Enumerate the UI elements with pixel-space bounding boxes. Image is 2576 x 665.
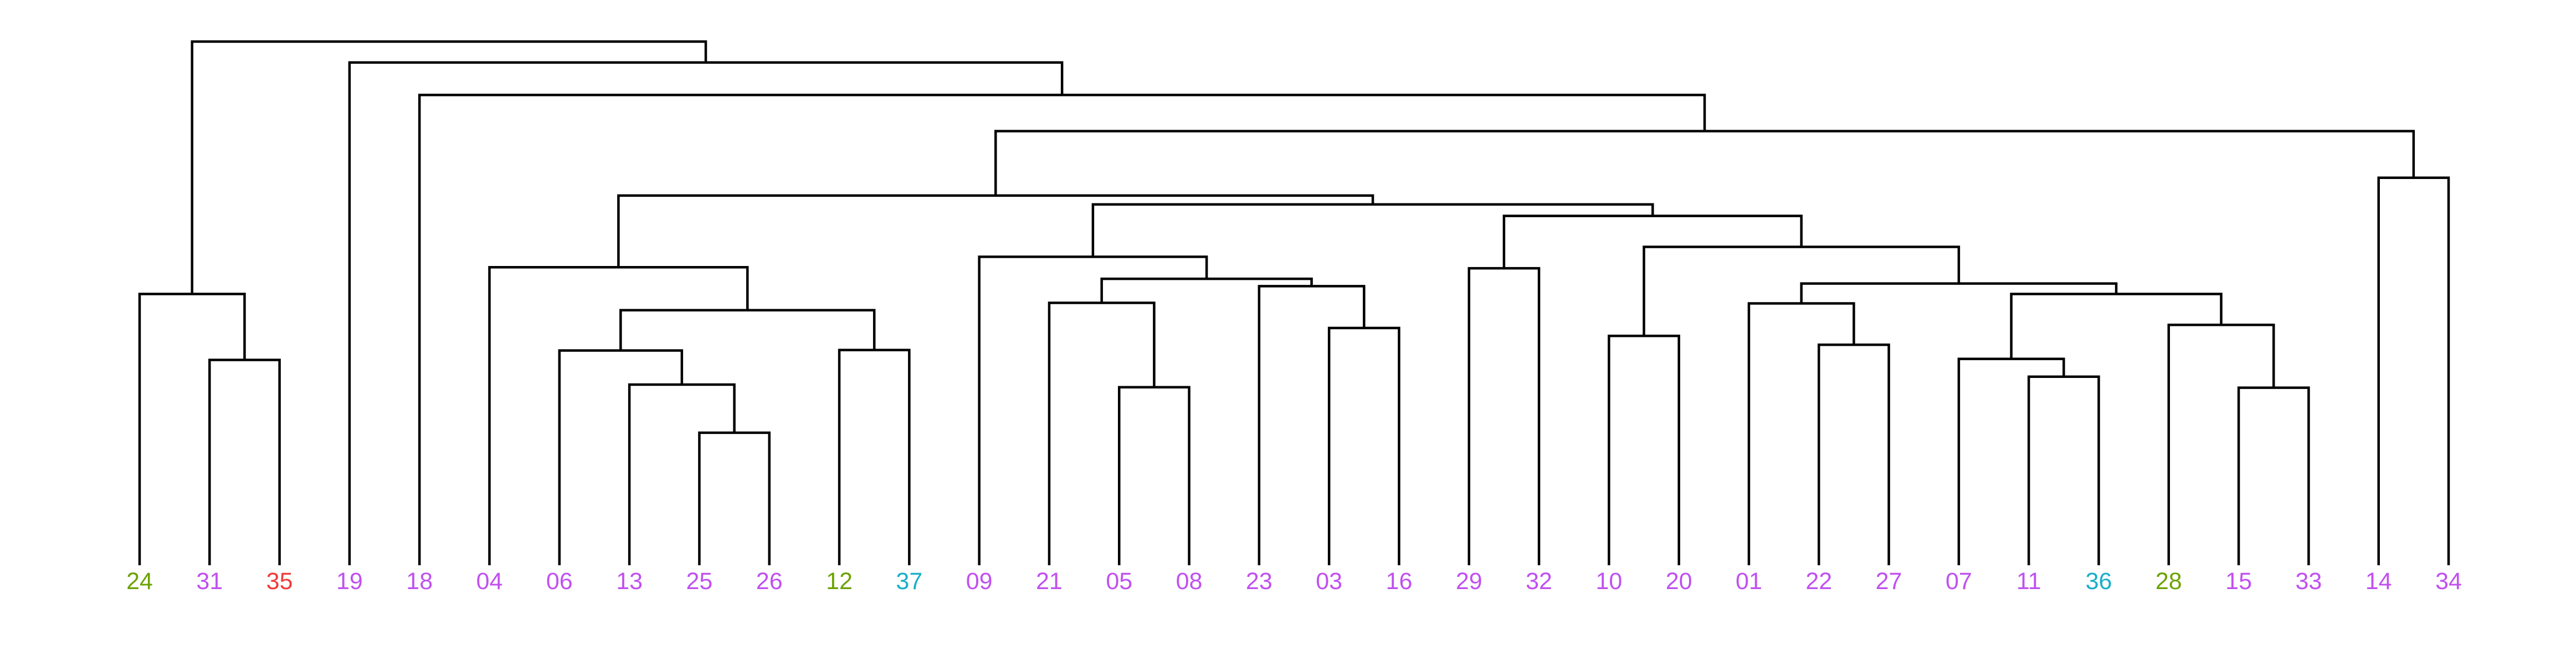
leaf-label-10: 10	[1595, 568, 1622, 595]
leaf-label-31: 31	[196, 568, 223, 595]
leaf-label-14: 14	[2365, 568, 2392, 595]
leaf-label-29: 29	[1456, 568, 1482, 595]
leaf-label-26: 26	[756, 568, 783, 595]
leaf-label-36: 36	[2086, 568, 2112, 595]
leaf-label-12: 12	[826, 568, 853, 595]
leaf-label-11: 11	[2016, 568, 2041, 595]
leaf-label-20: 20	[1666, 568, 1692, 595]
leaf-label-35: 35	[266, 568, 293, 595]
leaf-label-13: 13	[616, 568, 643, 595]
leaf-labels: 24 31 35 19 18 04 06 13 25 26 12 37 09 21 05 08 23 03 16 29…	[126, 568, 2462, 595]
leaf-label-25: 25	[686, 568, 713, 595]
leaf-label-03: 03	[1316, 568, 1342, 595]
leaf-label-28: 28	[2156, 568, 2182, 595]
leaf-label-07: 07	[1946, 568, 1972, 595]
leaf-label-33: 33	[2295, 568, 2322, 595]
branch-m06	[488, 266, 749, 565]
branch-m20	[2167, 323, 2275, 565]
branch-m33	[191, 40, 707, 294]
branch-m27	[2377, 176, 2450, 565]
branch-m29	[418, 94, 1706, 565]
branch-m30	[348, 61, 1064, 565]
branch-m14	[1608, 334, 1680, 565]
branch-m31	[208, 359, 281, 565]
branch-m05	[619, 309, 876, 351]
leaf-label-16: 16	[1386, 568, 1413, 595]
branch-m04	[838, 349, 911, 565]
leaf-label-09: 09	[966, 568, 993, 595]
leaf-label-37: 37	[896, 568, 922, 595]
branch-m17	[2027, 375, 2100, 565]
leaf-label-01: 01	[1736, 568, 1762, 595]
leaf-label-23: 23	[1246, 568, 1272, 595]
leaf-label-06: 06	[546, 568, 573, 595]
branch-m19	[2237, 386, 2310, 565]
branch-m08	[1048, 301, 1156, 565]
branch-m28	[994, 130, 2415, 196]
branch-m13	[1467, 267, 1541, 565]
leaf-label-18: 18	[406, 568, 433, 595]
leaf-label-15: 15	[2225, 568, 2252, 595]
branch-m07	[1117, 386, 1190, 565]
leaf-label-19: 19	[336, 568, 363, 595]
leaf-label-05: 05	[1106, 568, 1132, 595]
branch-m03	[558, 349, 684, 565]
branch-m01	[698, 431, 771, 565]
leaf-label-34: 34	[2435, 568, 2462, 595]
branch-m25	[1091, 203, 1654, 257]
leaf-label-24: 24	[126, 568, 153, 595]
leaf-label-21: 21	[1036, 568, 1063, 595]
branch-m02	[628, 383, 736, 565]
branch-m11	[1100, 277, 1313, 303]
branch-m32	[138, 293, 246, 565]
leaf-label-32: 32	[1526, 568, 1552, 595]
branch-m18	[1957, 357, 2065, 565]
branch-m21	[2010, 293, 2223, 359]
leaf-label-27: 27	[1876, 568, 1902, 595]
branch-m15	[1818, 343, 1890, 565]
branch-m24	[1502, 214, 1803, 269]
leaf-label-22: 22	[1805, 568, 1832, 595]
leaf-label-08: 08	[1176, 568, 1203, 595]
branch-m09	[1327, 326, 1400, 565]
dendrogram-branches	[138, 40, 2450, 565]
leaf-label-04: 04	[476, 568, 503, 595]
branch-m16	[1747, 302, 1855, 565]
